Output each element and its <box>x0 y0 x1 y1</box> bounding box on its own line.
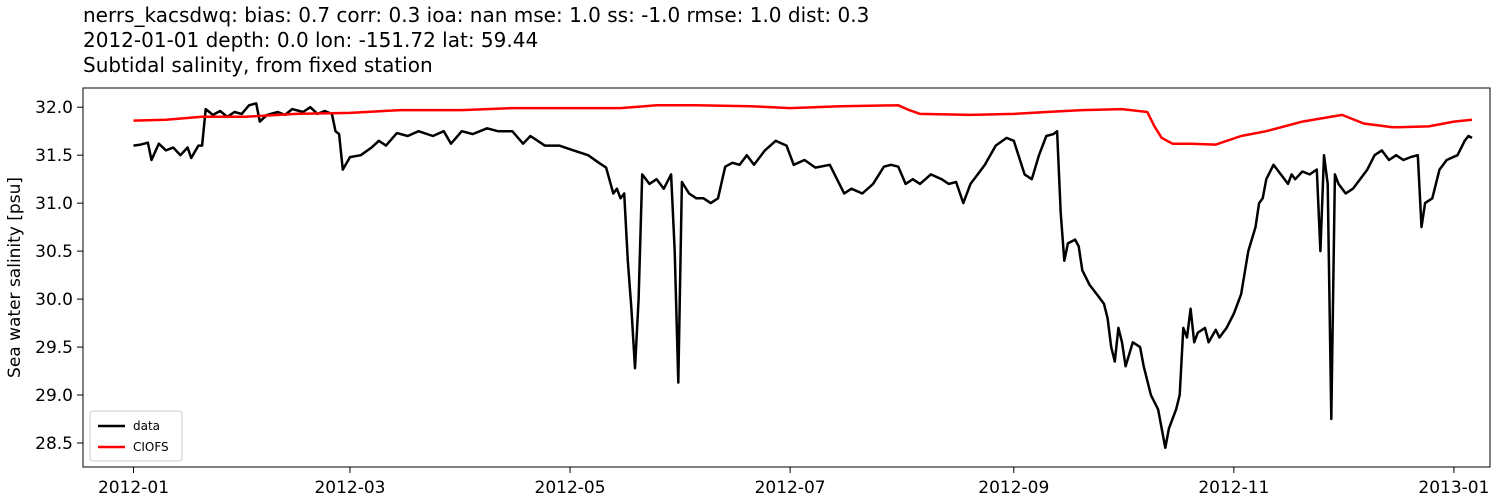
y-tick-label: 31.0 <box>35 194 73 214</box>
chart-title: nerrs_kacsdwq: bias: 0.7 corr: 0.3 ioa: … <box>83 3 869 77</box>
y-axis: 28.5 29.0 29.5 30.0 30.5 31.0 31.5 32.0 <box>35 98 83 454</box>
y-tick-label: 29.0 <box>35 386 73 406</box>
series-line-data <box>133 102 1473 450</box>
y-tick-label: 32.0 <box>35 98 73 118</box>
series-line-ciofs <box>133 104 1473 146</box>
legend-box <box>89 410 183 462</box>
x-tick-label: 2012-03 <box>314 478 385 498</box>
x-tick-label: 2013-01 <box>1418 478 1489 498</box>
plot-frame <box>82 87 1491 468</box>
title-line-2: 2012-01-01 depth: 0.0 lon: -151.72 lat: … <box>83 28 538 52</box>
x-tick-label: 2012-05 <box>535 478 606 498</box>
legend-label-data: data <box>133 419 160 433</box>
x-axis: 2012-01 2012-03 2012-05 2012-07 2012-09 2012-… <box>98 467 1489 498</box>
legend-label-ciofs: CIOFS <box>133 440 169 454</box>
x-tick-label: 2012-07 <box>755 478 826 498</box>
x-tick-label: 2012-01 <box>98 478 169 498</box>
y-tick-label: 30.5 <box>35 242 73 262</box>
plot-area <box>82 87 1491 468</box>
series-lines <box>133 102 1473 450</box>
title-line-3: Subtidal salinity, from fixed station <box>83 53 433 77</box>
x-tick-label: 2012-11 <box>1198 478 1269 498</box>
y-axis-label: Sea water salinity [psu] <box>5 177 25 378</box>
x-tick-label: 2012-09 <box>978 478 1049 498</box>
y-tick-label: 30.0 <box>35 290 73 310</box>
y-tick-label: 29.5 <box>35 338 73 358</box>
title-line-1: nerrs_kacsdwq: bias: 0.7 corr: 0.3 ioa: … <box>83 3 869 27</box>
legend: data CIOFS <box>89 410 183 462</box>
y-tick-label: 28.5 <box>35 434 73 454</box>
y-tick-label: 31.5 <box>35 146 73 166</box>
